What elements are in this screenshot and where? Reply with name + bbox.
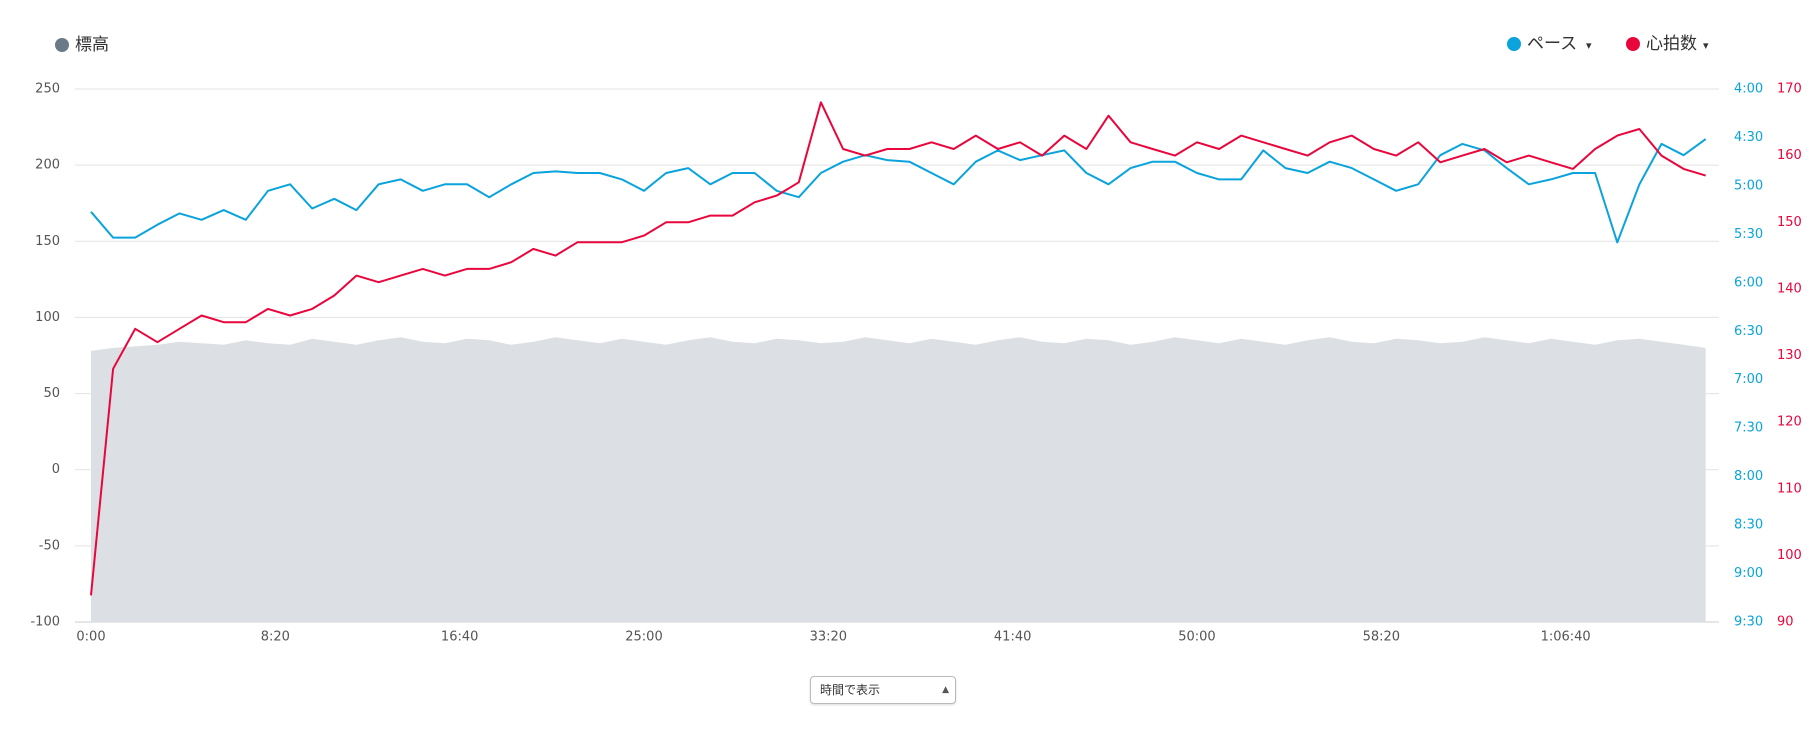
select-label: 時間で表示 xyxy=(820,683,881,697)
y2-tick-label: 8:00 xyxy=(1734,469,1763,484)
y3-tick-label: 160 xyxy=(1777,148,1802,163)
y-tick-label: -50 xyxy=(39,538,60,553)
y2-tick-label: 6:30 xyxy=(1734,324,1763,339)
y2-tick-label: 7:00 xyxy=(1734,372,1763,387)
y3-tick-label: 120 xyxy=(1777,415,1802,430)
y-tick-label: 250 xyxy=(35,82,60,97)
view-select[interactable]: 時間で表示 ▲ xyxy=(810,676,956,704)
x-tick-label: 0:00 xyxy=(76,630,105,645)
legend-label[interactable]: ペース xyxy=(1527,34,1577,54)
legend-dot xyxy=(55,38,69,52)
legend-dot[interactable] xyxy=(1626,37,1640,51)
x-tick-label: 1:06:40 xyxy=(1541,630,1591,645)
y-tick-label: 200 xyxy=(35,158,60,173)
y-tick-label: 100 xyxy=(35,310,60,325)
x-tick-label: 41:40 xyxy=(994,630,1031,645)
y2-tick-label: 4:00 xyxy=(1734,82,1763,97)
y2-tick-label: 6:00 xyxy=(1734,275,1763,290)
y3-tick-label: 110 xyxy=(1777,481,1802,496)
x-tick-label: 8:20 xyxy=(261,630,290,645)
y2-tick-label: 5:30 xyxy=(1734,227,1763,242)
x-tick-label: 58:20 xyxy=(1363,630,1400,645)
y2-tick-label: 9:30 xyxy=(1734,615,1763,630)
x-tick-label: 33:20 xyxy=(810,630,847,645)
x-tick-label: 50:00 xyxy=(1178,630,1215,645)
select-arrow: ▲ xyxy=(942,685,949,695)
y3-tick-label: 150 xyxy=(1777,215,1802,230)
legend-caret[interactable]: ▾ xyxy=(1586,39,1592,52)
y2-tick-label: 5:00 xyxy=(1734,178,1763,193)
y-tick-label: 0 xyxy=(52,462,60,477)
area xyxy=(91,337,1706,622)
y2-tick-label: 8:30 xyxy=(1734,518,1763,533)
y-tick-label: -100 xyxy=(30,615,60,630)
y3-tick-label: 100 xyxy=(1777,548,1802,563)
y3-tick-label: 130 xyxy=(1777,348,1802,363)
y3-tick-label: 90 xyxy=(1777,615,1794,630)
legend-caret[interactable]: ▾ xyxy=(1703,39,1709,52)
y-tick-label: 150 xyxy=(35,234,60,249)
legend-dot[interactable] xyxy=(1507,37,1521,51)
legend-label[interactable]: 心拍数 xyxy=(1646,34,1697,54)
y2-tick-label: 9:00 xyxy=(1734,566,1763,581)
y2-tick-label: 4:30 xyxy=(1734,130,1763,145)
y3-tick-label: 140 xyxy=(1777,281,1802,296)
line xyxy=(90,101,1706,596)
y3-tick-label: 170 xyxy=(1777,82,1802,97)
y-tick-label: 50 xyxy=(43,386,60,401)
x-tick-label: 25:00 xyxy=(625,630,662,645)
legend-label: 標高 xyxy=(75,35,109,55)
x-tick-label: 16:40 xyxy=(441,630,478,645)
y2-tick-label: 7:30 xyxy=(1734,421,1763,436)
